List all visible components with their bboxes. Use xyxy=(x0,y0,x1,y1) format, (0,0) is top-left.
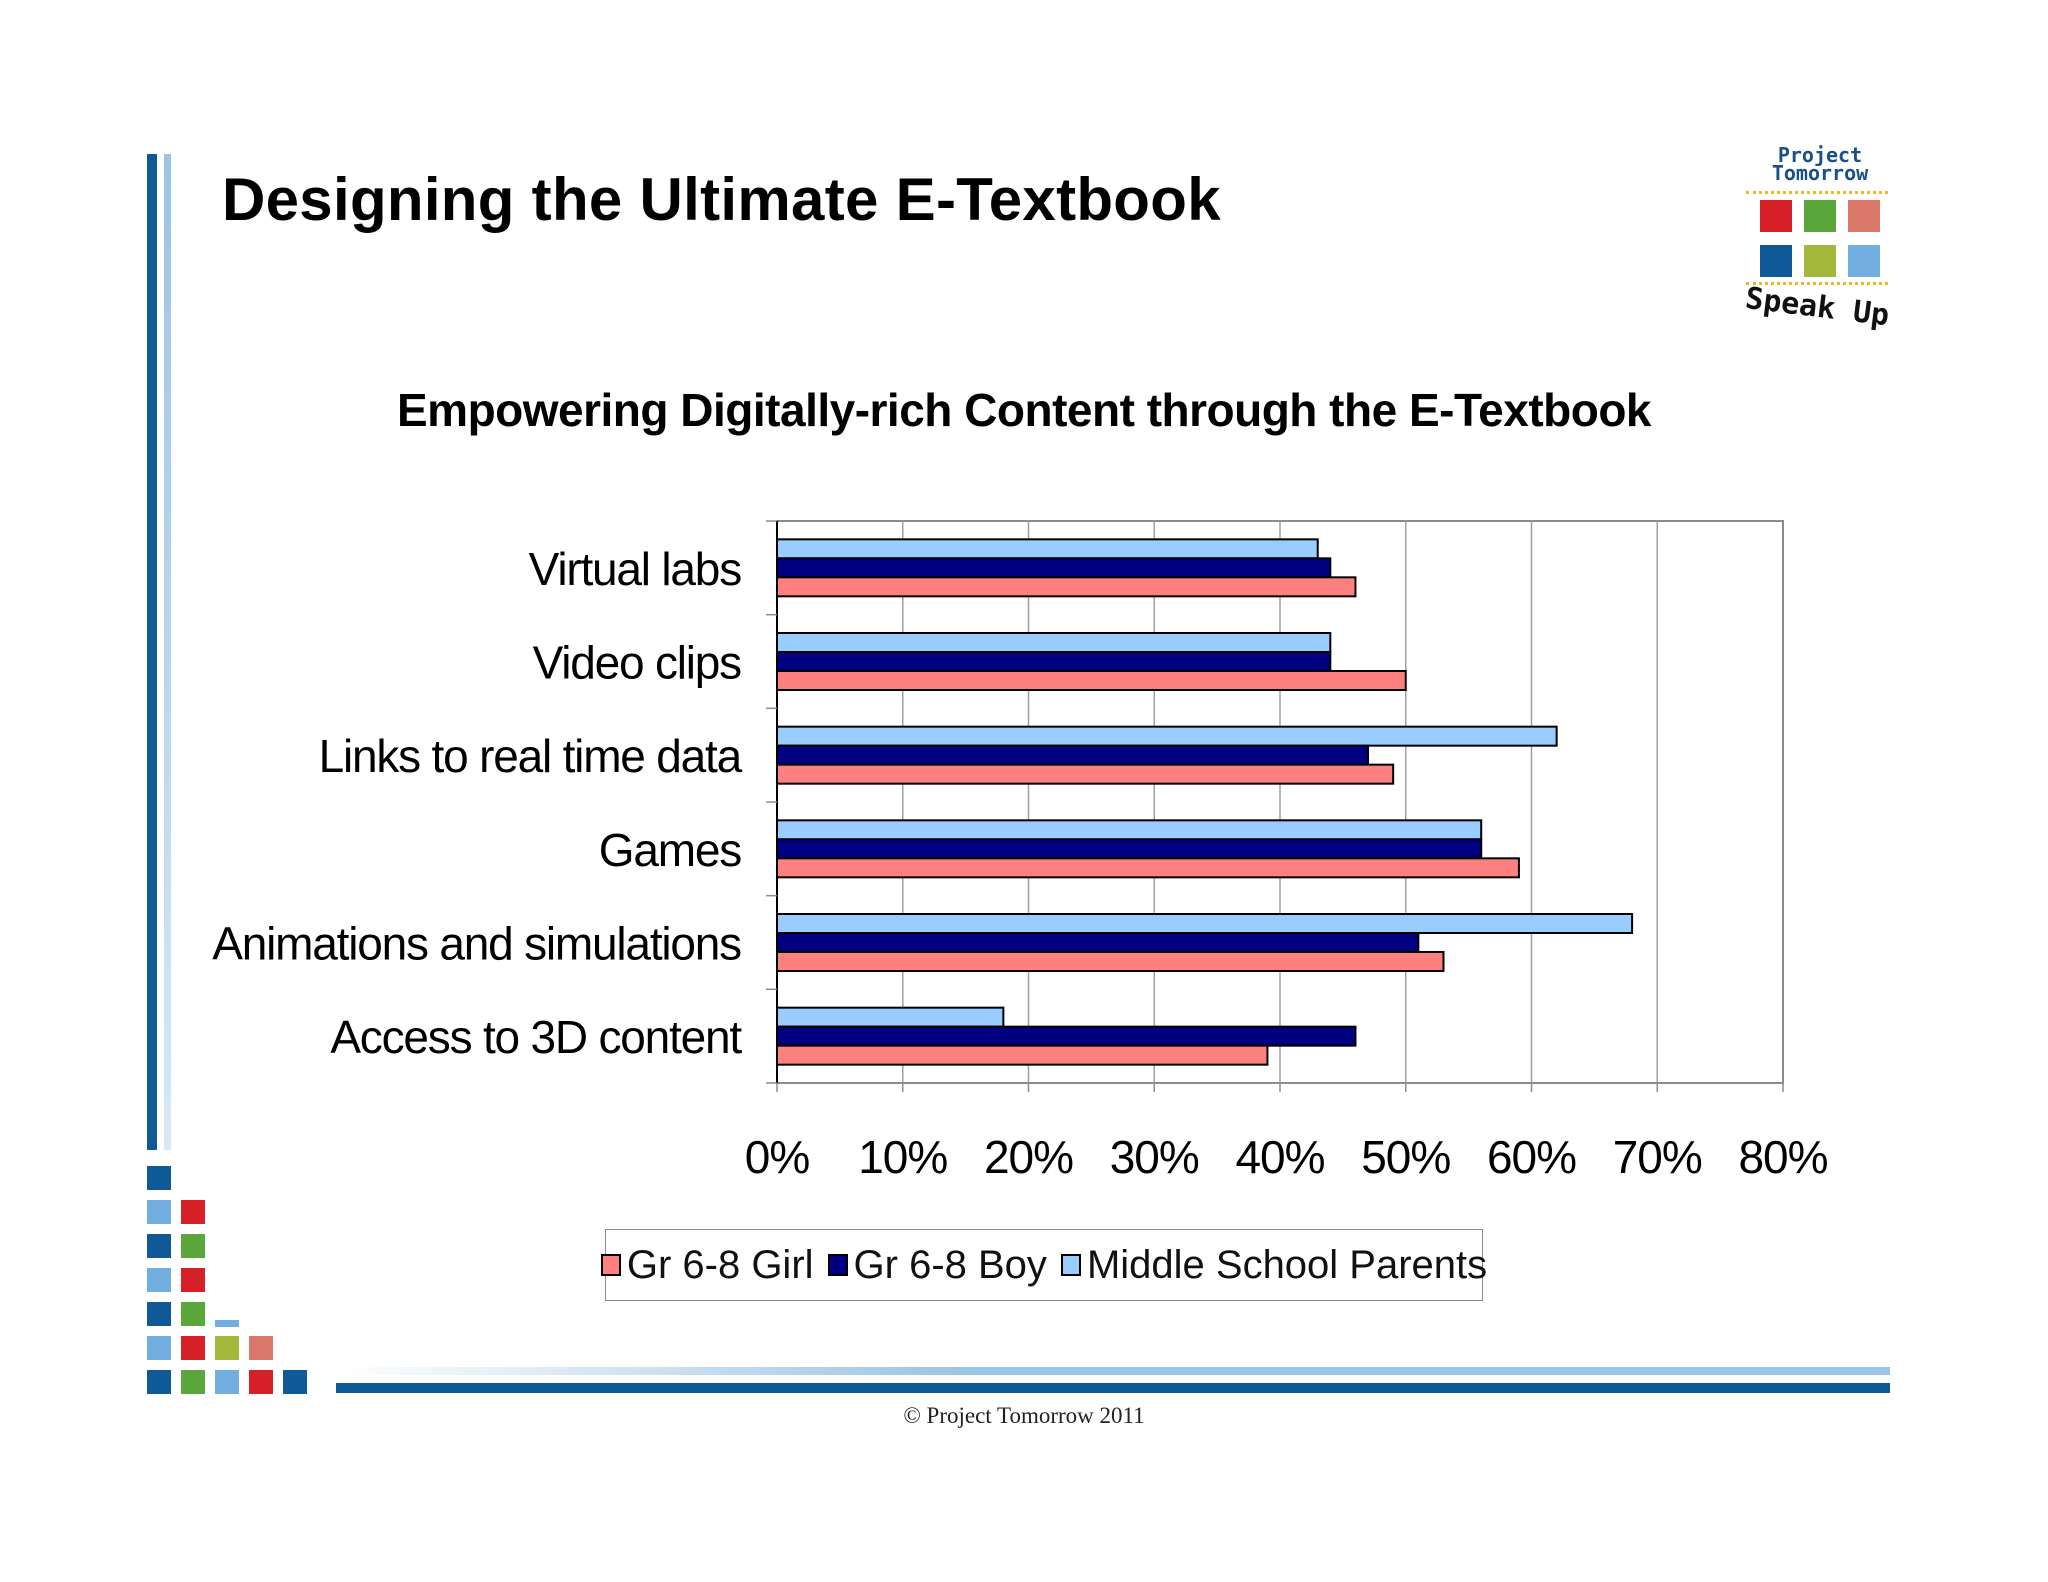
logo-square-olive xyxy=(1804,245,1836,277)
footer-square xyxy=(147,1268,171,1292)
footer-line-dark xyxy=(336,1383,1890,1393)
footer-small-bar xyxy=(215,1320,239,1327)
logo-line1: Project xyxy=(1777,143,1863,167)
x-tick-label: 60% xyxy=(1487,1131,1576,1183)
y-category-label: Games xyxy=(599,824,741,876)
footer-square xyxy=(181,1200,205,1224)
bar-middle-school-parents-3 xyxy=(776,819,1483,841)
footer-square xyxy=(181,1234,205,1258)
logo-square-red xyxy=(1760,200,1792,232)
footer-square xyxy=(215,1370,239,1394)
y-category-label: Links to real time data xyxy=(319,730,743,782)
bar-middle-school-parents-2 xyxy=(776,725,1558,747)
chart-legend: Gr 6-8 Girl Gr 6-8 Boy Middle School Par… xyxy=(600,1229,1487,1301)
x-tick-label: 50% xyxy=(1361,1131,1450,1183)
left-accent-bar-dark xyxy=(147,154,157,1150)
bar-gr-6-8-girl-2 xyxy=(776,763,1395,785)
legend-item-girl: Gr 6-8 Girl xyxy=(600,1242,814,1288)
legend-item-boy: Gr 6-8 Boy xyxy=(827,1242,1047,1288)
bar-gr-6-8-girl-1 xyxy=(776,670,1407,691)
bar-gr-6-8-boy-3 xyxy=(776,838,1483,860)
copyright-text: © Project Tomorrow 2011 xyxy=(903,1403,1145,1428)
logo-top-dotted-line xyxy=(1746,191,1888,194)
legend-label-parents: Middle School Parents xyxy=(1086,1242,1488,1287)
footer-square xyxy=(181,1302,205,1326)
x-tick-label: 40% xyxy=(1235,1131,1324,1183)
logo-line2: Tomorrow xyxy=(1771,161,1869,185)
logo-bottom-dotted-line xyxy=(1746,282,1888,285)
bar-gr-6-8-girl-0 xyxy=(776,576,1357,598)
bar-gr-6-8-girl-5 xyxy=(776,1044,1269,1066)
legend-swatch-boy xyxy=(827,1254,848,1276)
bar-middle-school-parents-5 xyxy=(776,1006,1005,1028)
bar-gr-6-8-boy-4 xyxy=(776,932,1420,953)
x-tick-label: 0% xyxy=(745,1131,810,1183)
legend-item-parents: Middle School Parents xyxy=(1060,1242,1488,1288)
footer-square xyxy=(147,1336,171,1360)
legend-swatch-parents xyxy=(1060,1254,1081,1276)
legend-label-boy: Gr 6-8 Boy xyxy=(853,1242,1047,1287)
footer-square xyxy=(147,1370,171,1394)
footer-square xyxy=(147,1234,171,1258)
bar-middle-school-parents-1 xyxy=(776,632,1332,653)
y-category-label: Animations and simulations xyxy=(212,918,741,970)
x-tick-label: 10% xyxy=(858,1131,947,1183)
footer-square xyxy=(147,1166,171,1190)
x-tick-label: 20% xyxy=(984,1131,1073,1183)
bar-gr-6-8-boy-5 xyxy=(776,1025,1357,1047)
slide-title: Designing the Ultimate E-Textbook xyxy=(222,166,1221,233)
y-category-label: Video clips xyxy=(533,637,742,689)
left-accent-bar-light xyxy=(164,154,171,1150)
footer-square xyxy=(249,1370,273,1394)
project-tomorrow-logo: Project Tomorrow Speak Up xyxy=(1740,143,1900,336)
footer-square xyxy=(181,1268,205,1292)
bar-middle-school-parents-4 xyxy=(776,913,1634,934)
footer-square xyxy=(215,1336,239,1360)
y-category-label: Virtual labs xyxy=(529,543,742,595)
bar-middle-school-parents-0 xyxy=(776,538,1319,560)
legend-swatch-girl xyxy=(600,1254,621,1276)
footer-square xyxy=(249,1336,273,1360)
footer-square xyxy=(181,1370,205,1394)
footer-square xyxy=(283,1370,307,1394)
x-tick-label: 70% xyxy=(1613,1131,1702,1183)
footer-line-light xyxy=(336,1367,1890,1375)
bar-gr-6-8-girl-3 xyxy=(776,857,1520,879)
x-tick-label: 80% xyxy=(1738,1131,1827,1183)
y-category-label: Access to 3D content xyxy=(330,1011,742,1063)
bar-gr-6-8-girl-4 xyxy=(776,951,1445,972)
footer-square xyxy=(147,1302,171,1326)
bar-gr-6-8-boy-1 xyxy=(776,651,1332,672)
footer-square xyxy=(181,1336,205,1360)
legend-label-girl: Gr 6-8 Girl xyxy=(626,1242,814,1287)
logo-square-salmon xyxy=(1848,200,1880,232)
logo-square-blue xyxy=(1760,245,1792,277)
logo-square-green xyxy=(1804,200,1836,232)
footer-square xyxy=(147,1200,171,1224)
bar-gr-6-8-boy-2 xyxy=(776,744,1370,766)
bar-gr-6-8-boy-0 xyxy=(776,557,1332,579)
x-tick-label: 30% xyxy=(1110,1131,1199,1183)
logo-square-lightblue xyxy=(1848,245,1880,277)
chart-title: Empowering Digitally-rich Content throug… xyxy=(396,384,1652,436)
